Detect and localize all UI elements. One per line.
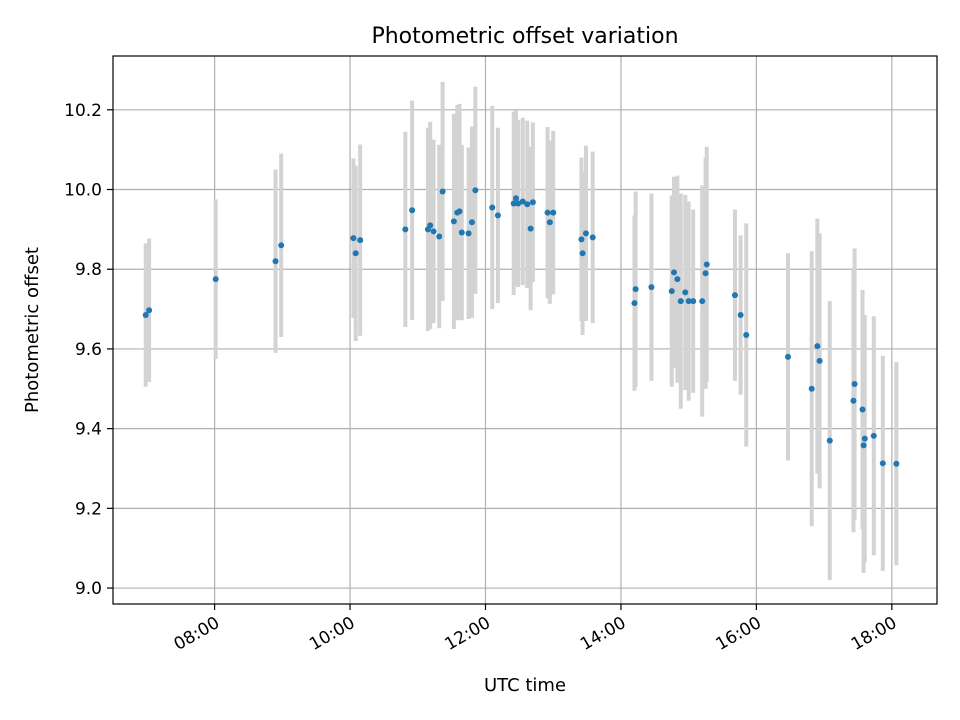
data-point (668, 288, 675, 295)
data-point (648, 284, 655, 291)
data-point (699, 298, 706, 305)
data-point (682, 289, 689, 296)
data-point (402, 226, 409, 233)
data-point (550, 209, 557, 216)
data-point (510, 200, 517, 207)
data-point (278, 242, 285, 249)
data-point (519, 198, 526, 205)
data-point (427, 222, 434, 229)
data-point (860, 442, 867, 449)
y-tick-label: 10.0 (64, 181, 102, 201)
data-point (674, 276, 681, 283)
data-point (515, 200, 522, 207)
data-point (870, 432, 877, 439)
data-point (850, 397, 857, 404)
data-point (851, 381, 858, 388)
data-point (352, 250, 359, 257)
data-point (357, 237, 364, 244)
plot-frame (112, 55, 938, 605)
data-point (546, 219, 553, 226)
data-point (578, 236, 585, 243)
data-point (472, 187, 479, 194)
x-axis-label: UTC time (484, 675, 566, 696)
data-point (494, 212, 501, 219)
data-point (677, 298, 684, 305)
data-point (468, 219, 475, 226)
data-point (826, 437, 833, 444)
data-point (142, 312, 149, 319)
data-point (529, 199, 536, 206)
data-point (702, 270, 709, 277)
y-tick-label: 9.0 (75, 579, 102, 599)
y-axis-label: Photometric offset (22, 247, 43, 413)
chart-title: Photometric offset variation (371, 24, 678, 49)
data-point (544, 209, 551, 216)
data-point (579, 250, 586, 257)
data-point (816, 357, 823, 364)
data-point (690, 298, 697, 305)
y-tick-label: 9.4 (75, 420, 102, 440)
y-tick-label: 9.8 (75, 260, 102, 280)
grid (113, 56, 937, 604)
data-point (436, 233, 443, 240)
data-point (430, 228, 437, 235)
data-point (703, 261, 710, 268)
data-point (512, 195, 519, 202)
y-tick-label: 10.2 (64, 101, 102, 121)
data-point (670, 269, 677, 276)
data-point (582, 230, 589, 237)
data-point (861, 435, 868, 442)
y-axis: 9.0 9.2 9.4 9.6 9.8 10.0 10.2 (64, 101, 113, 599)
data-point (743, 331, 750, 338)
data-point (737, 312, 744, 319)
data-point (879, 460, 886, 467)
data-point (893, 460, 900, 467)
data-point (524, 201, 531, 208)
data-point (146, 307, 153, 314)
data-point (631, 300, 638, 307)
data-point (589, 234, 596, 241)
data-point (489, 204, 496, 211)
data-point (814, 343, 821, 350)
data-point (785, 353, 792, 360)
data-point (439, 188, 446, 195)
data-point (632, 286, 639, 293)
data-point (409, 207, 416, 214)
data-points (142, 187, 900, 467)
data-point (458, 229, 465, 236)
data-point (272, 258, 279, 265)
data-point (685, 298, 692, 305)
data-point (465, 230, 472, 237)
data-point (527, 225, 534, 232)
data-point (350, 235, 357, 242)
y-tick-label: 9.6 (75, 340, 102, 360)
data-point (450, 218, 457, 225)
data-point (212, 276, 219, 283)
data-point (456, 208, 463, 215)
data-point (731, 292, 738, 299)
y-tick-label: 9.2 (75, 499, 102, 519)
data-point (808, 385, 815, 392)
data-point (859, 406, 866, 413)
